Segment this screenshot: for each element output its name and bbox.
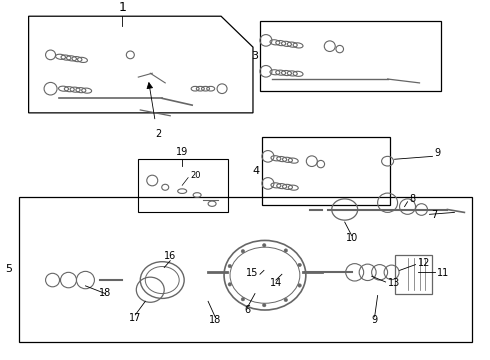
Text: 9: 9 xyxy=(371,315,378,325)
Text: 2: 2 xyxy=(155,129,161,139)
Bar xyxy=(138,159,228,212)
Circle shape xyxy=(241,297,245,301)
Text: 3: 3 xyxy=(251,51,258,61)
Text: 12: 12 xyxy=(417,257,430,267)
Circle shape xyxy=(284,249,288,252)
Circle shape xyxy=(241,249,245,253)
Bar xyxy=(262,137,390,205)
Text: 10: 10 xyxy=(345,233,358,243)
Bar xyxy=(260,21,441,91)
Text: 16: 16 xyxy=(164,251,176,261)
Text: 17: 17 xyxy=(129,312,142,323)
Text: 6: 6 xyxy=(244,305,250,315)
Bar xyxy=(394,255,433,294)
Circle shape xyxy=(298,284,301,287)
Text: 14: 14 xyxy=(270,278,282,288)
Circle shape xyxy=(298,263,301,267)
Circle shape xyxy=(228,283,232,286)
Text: 8: 8 xyxy=(410,194,416,204)
Bar xyxy=(19,197,472,342)
Text: 20: 20 xyxy=(190,171,201,180)
Circle shape xyxy=(284,298,288,302)
Text: 18: 18 xyxy=(209,315,221,325)
Circle shape xyxy=(228,264,232,268)
Text: 15: 15 xyxy=(245,268,258,278)
Circle shape xyxy=(263,303,266,307)
Text: 19: 19 xyxy=(176,147,188,157)
Text: 11: 11 xyxy=(438,268,450,278)
Text: 18: 18 xyxy=(99,288,112,298)
Text: 4: 4 xyxy=(253,166,260,176)
Text: 9: 9 xyxy=(435,148,441,158)
Text: 13: 13 xyxy=(388,278,400,288)
Circle shape xyxy=(263,243,266,247)
Text: 7: 7 xyxy=(432,210,438,220)
Text: 1: 1 xyxy=(119,1,126,14)
Text: 5: 5 xyxy=(6,265,13,274)
